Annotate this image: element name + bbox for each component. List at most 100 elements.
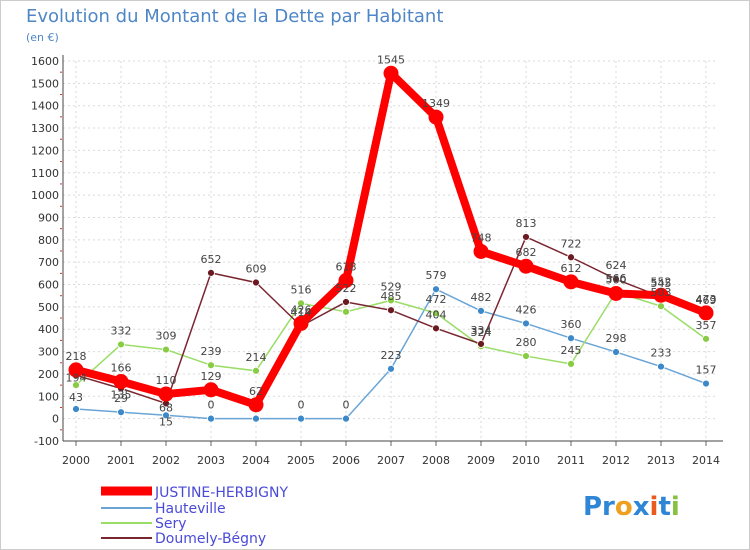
- point-sery: [702, 334, 710, 343]
- data-label-hauteville: 29: [114, 392, 128, 405]
- x-tick-label: 2007: [377, 454, 405, 467]
- data-label-doumely-begny: 194: [66, 371, 87, 384]
- data-label-sery: 472: [426, 293, 447, 306]
- point-doumely-begny: [612, 275, 620, 284]
- x-tick-label: 2008: [422, 454, 450, 467]
- point-hauteville: [432, 285, 440, 294]
- data-label-doumely-begny: 135: [111, 388, 132, 401]
- y-tick-label: 400: [38, 323, 59, 336]
- point-doumely-begny: [252, 278, 260, 287]
- legend-label-justine-herbigny: JUSTINE-HERBIGNY: [154, 485, 288, 501]
- point-justine-herbigny: [383, 65, 399, 81]
- point-hauteville: [342, 414, 350, 423]
- data-label-doumely-begny: 485: [381, 290, 402, 303]
- x-tick-label: 2011: [557, 454, 585, 467]
- point-sery: [162, 345, 170, 354]
- y-tick-label: 600: [38, 279, 59, 292]
- data-label-justine-herbigny: 110: [156, 374, 177, 387]
- proxiti-logo: Proxiti: [583, 492, 680, 522]
- x-tick-label: 2013: [647, 454, 675, 467]
- data-label-doumely-begny: 813: [516, 217, 537, 230]
- y-tick-label: 900: [38, 211, 59, 224]
- data-label-hauteville: 223: [381, 349, 402, 362]
- data-label-hauteville: 0: [343, 399, 350, 412]
- data-label-sery: 332: [111, 324, 132, 337]
- point-justine-herbigny: [698, 305, 714, 321]
- point-justine-herbigny: [608, 285, 624, 301]
- data-label-sery: 239: [201, 345, 222, 358]
- data-label-doumely-begny: 334: [471, 324, 492, 337]
- x-tick-label: 2005: [287, 454, 315, 467]
- data-label-justine-herbigny: 129: [201, 370, 222, 383]
- point-hauteville: [72, 405, 80, 413]
- data-label-doumely-begny: 522: [336, 282, 357, 295]
- legend: JUSTINE-HERBIGNY Hauteville Sery Doumely…: [101, 485, 288, 547]
- chart-subtitle: (en €): [26, 31, 59, 44]
- y-tick-label: 1300: [31, 122, 59, 135]
- y-tick-label: 100: [38, 390, 59, 403]
- y-tick-labels: -100 0 100 200 300 400 500 600 700 800 900 1000 1100…: [31, 55, 59, 448]
- data-label-justine-herbigny: 426: [291, 303, 312, 316]
- x-tick-label: 2010: [512, 454, 540, 467]
- point-justine-herbigny: [653, 287, 669, 303]
- data-label-sery: 566: [606, 272, 627, 285]
- series-layer: [68, 65, 714, 423]
- point-justine-herbigny: [158, 386, 174, 402]
- data-label-hauteville: 43: [69, 391, 83, 404]
- data-label-doumely-begny: 404: [426, 308, 447, 321]
- data-label-hauteville: 0: [208, 399, 215, 412]
- y-tick-label: 800: [38, 234, 59, 247]
- point-hauteville: [252, 414, 260, 423]
- data-label-doumely-begny: 545: [651, 277, 672, 290]
- point-justine-herbigny: [248, 397, 264, 413]
- point-sery: [432, 309, 440, 318]
- point-hauteville: [702, 379, 710, 388]
- data-labels: 218 166 110 129 62 426 618 1545 1349 748 682 612 560…: [66, 53, 717, 428]
- y-tick-label: 0: [52, 413, 59, 426]
- point-justine-herbigny: [563, 274, 579, 290]
- point-justine-herbigny: [473, 243, 489, 259]
- data-label-sery: 280: [516, 336, 537, 349]
- x-tick-label: 2009: [467, 454, 495, 467]
- point-hauteville: [207, 414, 215, 423]
- point-hauteville: [387, 364, 395, 373]
- y-tick-label: 200: [38, 368, 59, 381]
- data-label-hauteville: 482: [471, 291, 492, 304]
- x-tick-labels: 2000 2001 2002 2003 2004 2005 2006 2007 2008 2009…: [62, 454, 720, 467]
- data-label-justine-herbigny: 682: [516, 246, 537, 259]
- data-label-hauteville: 298: [606, 332, 627, 345]
- x-tick-label: 2000: [62, 454, 90, 467]
- chart-title: Evolution du Montant de la Dette par Hab…: [26, 6, 443, 27]
- data-label-sery: 245: [561, 344, 582, 357]
- point-sery: [117, 340, 125, 349]
- data-label-doumely-begny: 624: [606, 259, 627, 272]
- point-hauteville: [522, 319, 530, 328]
- y-tick-label: 500: [38, 301, 59, 314]
- x-tick-label: 2012: [602, 454, 630, 467]
- axes: [60, 55, 723, 446]
- point-hauteville: [567, 334, 575, 343]
- data-label-hauteville: 0: [298, 399, 305, 412]
- data-label-doumely-begny: 722: [561, 237, 582, 250]
- y-tick-label: 300: [38, 346, 59, 359]
- point-justine-herbigny: [68, 362, 84, 378]
- legend-label-sery: Sery: [155, 516, 187, 532]
- data-label-doumely-begny: 652: [201, 253, 222, 266]
- point-sery: [297, 299, 305, 308]
- point-sery: [567, 359, 575, 368]
- data-label-justine-herbigny: 748: [471, 231, 492, 244]
- data-label-justine-herbigny: 62: [249, 385, 263, 398]
- data-label-sery: 529: [381, 280, 402, 293]
- y-tick-label: -100: [34, 435, 59, 448]
- data-label-sery: 503: [651, 286, 672, 299]
- data-label-hauteville: 157: [696, 364, 717, 377]
- point-doumely-begny: [207, 269, 215, 277]
- y-tick-label: 1400: [31, 100, 59, 113]
- x-tick-label: 2003: [197, 454, 225, 467]
- point-hauteville: [162, 411, 170, 420]
- brand-text: Proxiti: [583, 492, 680, 522]
- data-label-justine-herbigny: 618: [336, 261, 357, 274]
- legend-label-hauteville: Hauteville: [155, 501, 226, 517]
- point-doumely-begny: [432, 324, 440, 333]
